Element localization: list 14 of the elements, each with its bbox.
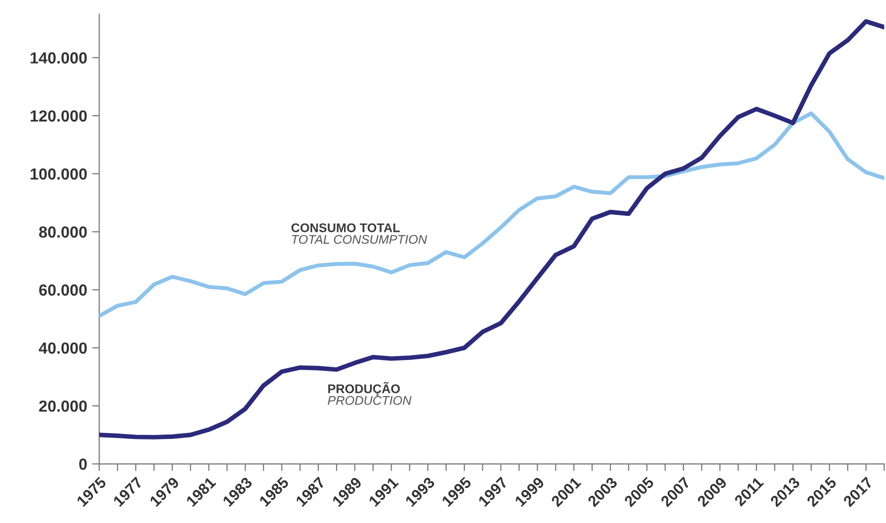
annotation: TOTAL CONSUMPTION [292, 234, 428, 244]
y-tick-label: 140.000 [30, 52, 87, 64]
series-label: PRODUÇÃO [328, 382, 400, 396]
text: CONSUMO TOTAL [291, 223, 400, 232]
line-series [99, 19, 884, 440]
y-tick-label: 40.000 [38, 342, 87, 354]
y-tick-label: 100.000 [30, 168, 87, 180]
y-tick-label: 120.000 [30, 110, 87, 122]
y-tick-label: 80.000 [39, 226, 87, 238]
annotation: PRODUCTION [328, 396, 412, 405]
y-tick-label: 60.000 [39, 284, 87, 296]
y-tick-label: 20.000 [39, 400, 87, 412]
line-series [99, 111, 884, 318]
y-tick-label: 0 [79, 458, 87, 470]
